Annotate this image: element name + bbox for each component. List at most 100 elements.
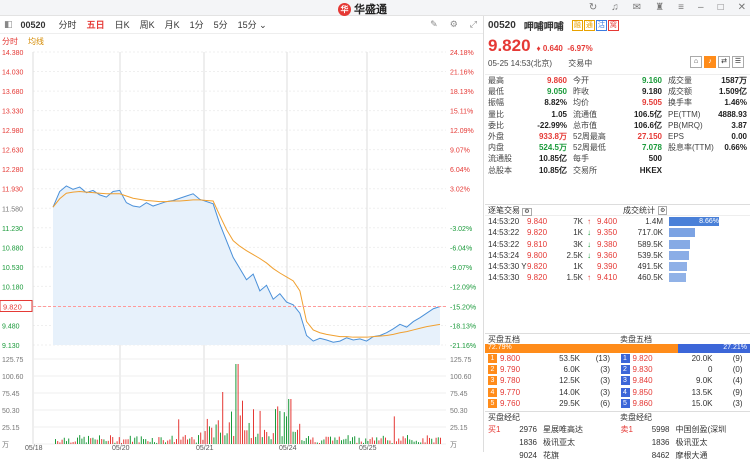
draw-icon[interactable]: ✎ [430, 19, 438, 30]
dist-price: 9.410 [595, 272, 625, 283]
dist-bar [669, 262, 687, 271]
shirt-icon[interactable]: ♜ [655, 2, 664, 13]
volume-bar [427, 435, 428, 444]
collapse-icon[interactable]: ◧ [4, 19, 13, 30]
switch-icon[interactable]: ⇄ [718, 56, 730, 68]
minimize-icon[interactable]: – [698, 2, 704, 13]
volume-bar [169, 439, 170, 444]
volume-bar [275, 409, 276, 444]
period-tab[interactable]: 月K [160, 18, 185, 31]
mail-icon[interactable]: ✉ [633, 2, 641, 13]
volume-bar [257, 434, 258, 444]
period-tab[interactable]: 分时 [54, 18, 82, 31]
headset-icon[interactable]: ♫ [611, 2, 619, 13]
volume-bar [343, 439, 344, 444]
stat-value: 106.6亿 [634, 120, 662, 131]
volume-bar [312, 437, 313, 444]
pct-tick-label: 9.07% [450, 148, 470, 155]
volume-bar [374, 441, 375, 444]
volume-tick-label-right: 125.75 [450, 357, 472, 364]
refresh-icon[interactable]: ↻ [589, 2, 597, 13]
volume-bar [372, 437, 373, 444]
level-badge: 3 [621, 376, 630, 385]
period-tab[interactable]: 15分 ⌄ [233, 18, 272, 31]
stock-code: 00520 [21, 20, 46, 30]
list-icon[interactable]: ☰ [732, 56, 744, 68]
sell-book-title[interactable]: 卖盘五档 [617, 334, 749, 344]
volume-bar [266, 432, 267, 444]
settings-icon[interactable]: ⚙ [450, 19, 458, 30]
level-badge: 3 [488, 376, 497, 385]
stat-label: 最低 [488, 86, 504, 97]
stat-label: 内盘 [488, 142, 504, 153]
volume-tick-label: 100.60 [2, 374, 24, 381]
volume-bar [81, 439, 82, 444]
buy-book-title[interactable]: 买盘五档 [485, 334, 617, 344]
volume-bar [180, 440, 181, 444]
maximize-icon[interactable]: □ [718, 2, 724, 13]
volume-bar [301, 440, 302, 444]
period-tab[interactable]: 1分 [185, 18, 209, 31]
period-tab[interactable]: 5分 [209, 18, 233, 31]
volume-bar [222, 392, 223, 444]
trades-gear-icon[interactable]: ⚙ [522, 208, 531, 216]
stat-value: 106.5亿 [634, 109, 662, 120]
menu-icon[interactable]: ≡ [678, 2, 684, 13]
price-tick-label: 13.680 [2, 89, 24, 96]
date-label: 05/21 [196, 445, 214, 452]
dist-gear-icon[interactable]: ⚙ [658, 206, 667, 215]
volume-bar [323, 439, 324, 444]
last-price: 9.820 [488, 36, 531, 56]
volume-bar [317, 442, 318, 444]
dist-title: 成交统计 [623, 205, 655, 216]
stat-label: 总市值 [573, 120, 597, 131]
stat-value: 9.180 [642, 86, 662, 97]
close-icon[interactable]: ✕ [738, 2, 746, 13]
volume-bar [240, 415, 241, 444]
volume-bar [187, 439, 188, 444]
pct-tick-label: 15.11% [450, 109, 473, 116]
volume-bar [398, 439, 399, 444]
stat-value: 3.87 [731, 120, 747, 131]
broker-id: 8462 [638, 449, 670, 462]
home-icon[interactable]: ⌂ [690, 56, 702, 68]
period-tab[interactable]: 日K [110, 18, 135, 31]
expand-icon[interactable]: ⤢ [470, 19, 477, 30]
quote-badges: 融通沽窝 [572, 19, 620, 31]
dist-pct: 2.90% [699, 272, 719, 283]
orderbook-header: 买盘五档 卖盘五档 [485, 333, 750, 344]
volume-bar [238, 364, 239, 444]
stat-label: 52周最高 [573, 131, 606, 142]
level-count: (9) [713, 387, 743, 398]
alert-icon[interactable]: ♪ [704, 56, 716, 68]
volume-bar [224, 435, 225, 444]
period-tab[interactable]: 周K [135, 18, 160, 31]
volume-bar [174, 442, 175, 444]
period-tab[interactable]: 五日 [82, 18, 110, 31]
stat-value: 524.5万 [539, 142, 567, 153]
stat-value: HKEX [640, 165, 662, 176]
volume-bar [123, 439, 124, 444]
volume-bar [378, 440, 379, 444]
dist-bar-wrap: 3.40% [669, 250, 721, 261]
stat-cell: PE(TTM)4888.93 [665, 109, 750, 120]
trades-title-wrap: 逐笔交易 ⚙ [488, 205, 623, 216]
volume-bar [205, 431, 206, 444]
level-price: 9.820 [633, 353, 665, 364]
volume-bar [59, 442, 60, 444]
stat-cell: PB(MRQ)3.87 [665, 120, 750, 131]
volume-bar [220, 433, 221, 444]
volume-bar [332, 441, 333, 444]
stat-label: EPS [668, 131, 684, 142]
stat-label: 总股本 [488, 165, 512, 176]
